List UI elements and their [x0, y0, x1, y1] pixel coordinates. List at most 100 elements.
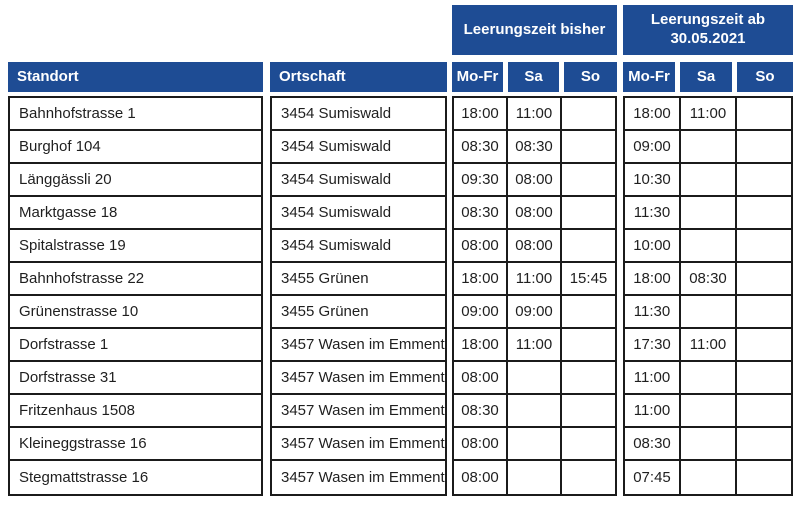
ab-so-time-cell: [737, 164, 791, 195]
ab-so-time-cell: [737, 461, 791, 494]
bisher-mo-fr-time-cell: 08:30: [454, 395, 508, 426]
column-header-standort: Standort: [8, 62, 263, 92]
bisher-sa-time-cell: 11:00: [508, 263, 562, 294]
bisher-so-time-cell: [562, 230, 615, 261]
bisher-times-row: 08:00 08:00: [454, 230, 615, 263]
ortschaft-column-body: 3454 Sumiswald 3454 Sumiswald 3454 Sumiswa…: [270, 96, 447, 496]
ab-times-row: 10:00: [625, 230, 791, 263]
ab-so-time-cell: [737, 296, 791, 327]
ab-times-row: 11:30: [625, 197, 791, 230]
standort-cell: Länggässli 20: [10, 164, 261, 197]
ortschaft-cell: 3454 Sumiswald: [272, 131, 445, 164]
group-header-bisher: Leerungszeit bisher: [452, 5, 617, 55]
ab-sa-time-cell: [681, 362, 737, 393]
bisher-so-time-cell: [562, 461, 615, 494]
ortschaft-cell: 3454 Sumiswald: [272, 197, 445, 230]
bisher-mo-fr-time-cell: 18:00: [454, 329, 508, 360]
ab-mo-fr-time-cell: 11:00: [625, 362, 681, 393]
column-header-bisher-mo-fr: Mo-Fr: [452, 62, 503, 92]
ab-so-time-cell: [737, 329, 791, 360]
bisher-times-row: 08:00: [454, 428, 615, 461]
bisher-times-row: 18:00 11:00: [454, 329, 615, 362]
ab-mo-fr-time-cell: 11:30: [625, 197, 681, 228]
bisher-sa-time-cell: 08:30: [508, 131, 562, 162]
bisher-so-time-cell: [562, 296, 615, 327]
ab-sa-time-cell: [681, 164, 737, 195]
ab-mo-fr-time-cell: 10:00: [625, 230, 681, 261]
bisher-times-row: 08:30 08:30: [454, 131, 615, 164]
bisher-mo-fr-time-cell: 08:00: [454, 362, 508, 393]
ab-times-row: 11:00: [625, 362, 791, 395]
bisher-sa-time-cell: 08:00: [508, 230, 562, 261]
ab-sa-time-cell: [681, 296, 737, 327]
standort-cell: Dorfstrasse 1: [10, 329, 261, 362]
bisher-times-row: 08:30 08:00: [454, 197, 615, 230]
standort-cell: Stegmattstrasse 16: [19, 469, 149, 486]
ab-mo-fr-time-cell: 11:30: [625, 296, 681, 327]
bisher-mo-fr-time-cell: 09:30: [454, 164, 508, 195]
ortschaft-cell: 3455 Grünen: [272, 296, 445, 329]
column-header-bisher-sa: Sa: [508, 62, 559, 92]
bisher-sa-time-cell: 09:00: [508, 296, 562, 327]
ab-so-time-cell: [737, 362, 791, 393]
bisher-mo-fr-time-cell: 08:00: [454, 461, 508, 494]
standort-cell: Dorfstrasse 31: [10, 362, 261, 395]
bisher-mo-fr-time-cell: 08:00: [454, 230, 508, 261]
ab-times-row: 17:30 11:00: [625, 329, 791, 362]
ab-times-row: 18:00 11:00: [625, 98, 791, 131]
bisher-times-row: 18:00 11:00 15:45: [454, 263, 615, 296]
ortschaft-cell: 3454 Sumiswald: [272, 164, 445, 197]
standort-cell: Spitalstrasse 19: [10, 230, 261, 263]
ortschaft-cell: 3457 Wasen im Emment: [272, 395, 445, 428]
bisher-sa-time-cell: 11:00: [508, 329, 562, 360]
ab-times-row: 11:30: [625, 296, 791, 329]
table-body: Bahnhofstrasse 1 Burghof 104 Länggässli 20…: [8, 96, 793, 496]
group-header-ab: Leerungszeit ab 30.05.2021: [623, 5, 793, 55]
leerungszeiten-table: Leerungszeit bisher Leerungszeit ab 30.0…: [8, 5, 793, 496]
ab-sa-time-cell: [681, 428, 737, 459]
ab-times-row: 08:30: [625, 428, 791, 461]
ab-sa-time-cell: 11:00: [681, 98, 737, 129]
ab-so-time-cell: [737, 395, 791, 426]
ab-mo-fr-time-cell: 18:00: [625, 98, 681, 129]
bisher-so-time-cell: [562, 362, 615, 393]
ab-times-row: 07:45: [625, 461, 791, 494]
column-header-row: Standort Ortschaft Mo-Fr Sa So Mo-Fr Sa …: [8, 62, 793, 92]
ab-mo-fr-time-cell: 08:30: [625, 428, 681, 459]
ab-times-body: 18:00 11:00 09:00 10:30 11:30 10:00 18:00 08:30…: [623, 96, 793, 496]
ab-times-row: 10:30: [625, 164, 791, 197]
standort-cell: Bahnhofstrasse 1: [10, 98, 261, 131]
ab-so-time-cell: [737, 428, 791, 459]
ab-sa-time-cell: [681, 230, 737, 261]
ortschaft-cell: 3457 Wasen im Emment: [272, 428, 445, 461]
ab-so-time-cell: [737, 230, 791, 261]
ab-times-row: 18:00 08:30: [625, 263, 791, 296]
bisher-times-row: 08:30: [454, 395, 615, 428]
standort-column-body: Bahnhofstrasse 1 Burghof 104 Länggässli 20…: [8, 96, 263, 496]
group-header-row: Leerungszeit bisher Leerungszeit ab 30.0…: [452, 5, 793, 55]
bisher-so-time-cell: [562, 395, 615, 426]
ab-sa-time-cell: 08:30: [681, 263, 737, 294]
ab-sa-time-cell: 11:00: [681, 329, 737, 360]
ab-sa-time-cell: [681, 395, 737, 426]
bisher-so-time-cell: [562, 329, 615, 360]
bisher-sa-time-cell: [508, 395, 562, 426]
bisher-so-time-cell: [562, 98, 615, 129]
ab-mo-fr-time-cell: 17:30: [625, 329, 681, 360]
bisher-sa-time-cell: [508, 362, 562, 393]
ab-so-time-cell: [737, 263, 791, 294]
bisher-times-row: 09:00 09:00: [454, 296, 615, 329]
bisher-so-time-cell: [562, 164, 615, 195]
bisher-sa-time-cell: 08:00: [508, 197, 562, 228]
column-header-bisher-so: So: [564, 62, 617, 92]
column-header-ortschaft: Ortschaft: [270, 62, 447, 92]
bisher-sa-time-cell: [508, 428, 562, 459]
bisher-times-row: 08:00: [454, 461, 615, 494]
ortschaft-cell: 3457 Wasen im Emment: [272, 329, 445, 362]
bisher-mo-fr-time-cell: 08:00: [454, 428, 508, 459]
bisher-so-time-cell: 15:45: [569, 270, 608, 287]
bisher-sa-time-cell: 11:00: [508, 98, 562, 129]
column-header-ab-sa: Sa: [680, 62, 732, 92]
ortschaft-cell: 3454 Sumiswald: [272, 98, 445, 131]
